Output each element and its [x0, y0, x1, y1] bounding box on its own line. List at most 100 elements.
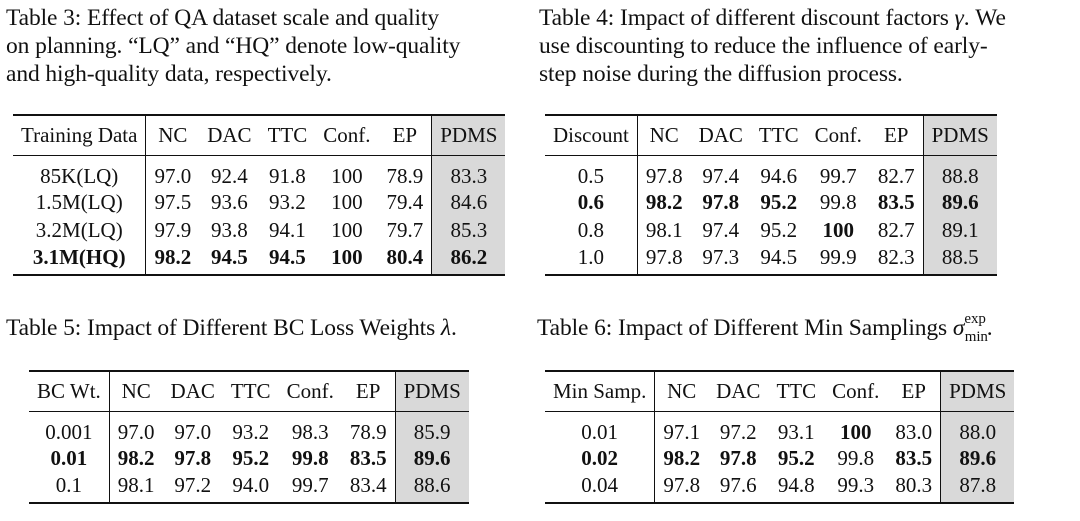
- table-cell: 97.0: [117, 419, 155, 444]
- column-header: BC Wt.: [29, 371, 110, 412]
- table-cell: 97.8: [702, 190, 740, 214]
- column-header: EP: [887, 371, 941, 412]
- table-row: 0.6 98.2 97.8 95.2 99.8 83.5 89.6: [545, 188, 997, 217]
- column-header: EP: [869, 115, 924, 156]
- table-cell: 79.7: [386, 218, 424, 242]
- column-header: NC: [145, 115, 200, 156]
- header-row: Training Data NC DAC TTC Conf. EP PDMS: [13, 115, 506, 156]
- table-cell: 93.2: [269, 190, 306, 214]
- table-row: 3.1M(HQ) 98.2 94.5 94.5 100 80.4 86.2: [13, 244, 506, 275]
- table-row: 0.1 98.1 97.2 94.0 99.7 83.4 88.6: [29, 472, 469, 503]
- sigma-subscript: min: [964, 329, 988, 345]
- table-cell: 98.2: [117, 446, 155, 470]
- table-cell: 98.1: [117, 472, 155, 497]
- table-cell: 83.0: [895, 419, 933, 444]
- column-header: Conf.: [824, 371, 888, 412]
- table-cell: 0.01: [29, 444, 110, 473]
- table-cell: 98.1: [645, 218, 683, 242]
- table-cell: 0.6: [545, 188, 638, 217]
- table-6: Min Samp. NC DAC TTC Conf. EP PDMS 0.01 97.1 97.…: [545, 370, 1015, 504]
- table-cell: 99.7: [819, 163, 857, 188]
- table-cell: 93.2: [232, 419, 270, 444]
- table-cell: 89.6: [940, 444, 1015, 473]
- table-cell: 89.1: [922, 216, 997, 245]
- table-cell: 97.6: [719, 472, 757, 497]
- table3-caption: Table 3: Effect of QA dataset scale and …: [6, 4, 526, 88]
- column-header: TTC: [750, 115, 807, 156]
- table-row: 0.01 98.2 97.8 95.2 99.8 83.5 89.6: [29, 444, 469, 473]
- column-header: NC: [637, 115, 691, 156]
- table-cell: 99.7: [291, 472, 329, 497]
- column-header: EP: [378, 115, 432, 156]
- table-cell: 94.0: [232, 472, 270, 497]
- table-cell: 97.8: [174, 446, 212, 470]
- table-cell: 89.6: [394, 444, 469, 473]
- table-cell: 88.5: [922, 244, 997, 275]
- table-cell: 100: [331, 218, 363, 242]
- column-header: PDMS: [940, 371, 1015, 412]
- column-header: NC: [109, 371, 163, 412]
- table-cell: 80.4: [386, 244, 424, 269]
- table-row: 3.2M(LQ) 97.9 93.8 94.1 100 79.7 85.3: [13, 216, 506, 245]
- caption-line: Table 3: Effect of QA dataset scale and …: [6, 5, 440, 31]
- table-cell: 0.001: [29, 411, 110, 445]
- table-cell: 0.02: [545, 444, 656, 473]
- table-cell: 91.8: [269, 163, 306, 188]
- table-cell: 88.8: [922, 155, 997, 189]
- table-cell: 97.8: [719, 446, 757, 470]
- table-cell: 3.2M(LQ): [13, 216, 147, 245]
- table-cell: 99.9: [819, 244, 857, 269]
- column-header: Conf.: [806, 115, 870, 156]
- column-header: Conf.: [278, 371, 342, 412]
- table-cell: 94.5: [269, 244, 306, 269]
- table-cell: 83.3: [431, 155, 506, 189]
- table-cell: 98.3: [291, 419, 329, 444]
- table-cell: 94.5: [211, 244, 248, 269]
- table-row: 0.02 98.2 97.8 95.2 99.8 83.5 89.6: [545, 444, 1015, 473]
- column-header: PDMS: [394, 371, 469, 412]
- table-cell: 0.5: [545, 155, 638, 189]
- table-row: 0.01 97.1 97.2 93.1 100 83.0 88.0: [545, 411, 1015, 445]
- table-cell: 97.8: [645, 163, 683, 188]
- column-header: DAC: [199, 115, 260, 156]
- header-row: Min Samp. NC DAC TTC Conf. EP PDMS: [545, 371, 1015, 412]
- table-cell: 97.4: [702, 218, 740, 242]
- table-cell: 87.8: [940, 472, 1015, 503]
- caption-line: and high-quality data, respectively.: [6, 61, 332, 87]
- table-row: 0.8 98.1 97.4 95.2 100 82.7 89.1: [545, 216, 997, 245]
- caption-line: Table 4: Impact of different discount fa…: [539, 5, 955, 31]
- table-cell: 82.7: [877, 163, 915, 188]
- table-cell: 93.8: [211, 218, 248, 242]
- table-cell: 1.0: [545, 244, 638, 275]
- column-header: Training Data: [13, 115, 147, 156]
- table-cell: 99.3: [837, 472, 875, 497]
- table-cell: 99.8: [837, 446, 875, 470]
- column-header: Conf.: [315, 115, 379, 156]
- table-cell: 79.4: [386, 190, 424, 214]
- table-row: 85K(LQ) 97.0 92.4 91.8 100 78.9 83.3: [13, 155, 506, 189]
- table-cell: 83.4: [349, 472, 387, 497]
- column-header: DAC: [162, 371, 223, 412]
- table-cell: 97.8: [663, 472, 701, 497]
- table-cell: 85K(LQ): [13, 155, 147, 189]
- table-cell: 85.3: [431, 216, 506, 245]
- table-cell: 84.6: [431, 188, 506, 217]
- column-header: DAC: [690, 115, 751, 156]
- table-cell: 0.1: [29, 472, 110, 503]
- table-cell: 0.01: [545, 411, 656, 445]
- caption-line: Table 5: Impact of Different BC Loss Wei…: [6, 315, 441, 341]
- table-cell: 95.2: [777, 446, 815, 470]
- table-5: BC Wt. NC DAC TTC Conf. EP PDMS 0.001 97.0 97.0 9…: [29, 370, 469, 504]
- table-row: 0.001 97.0 97.0 93.2 98.3 78.9 85.9: [29, 411, 469, 445]
- table-cell: 82.3: [877, 244, 915, 269]
- caption-line: use discounting to reduce the influence …: [539, 33, 988, 59]
- table-cell: 98.2: [154, 244, 192, 269]
- table-cell: 97.0: [154, 163, 192, 188]
- column-header: TTC: [768, 371, 825, 412]
- sigma-symbol: σexp min: [953, 311, 1009, 345]
- column-header: TTC: [222, 371, 279, 412]
- column-header: PDMS: [431, 115, 506, 156]
- table-cell: 97.2: [174, 472, 212, 497]
- caption-line: . We: [963, 5, 1006, 31]
- table-cell: 100: [331, 244, 363, 269]
